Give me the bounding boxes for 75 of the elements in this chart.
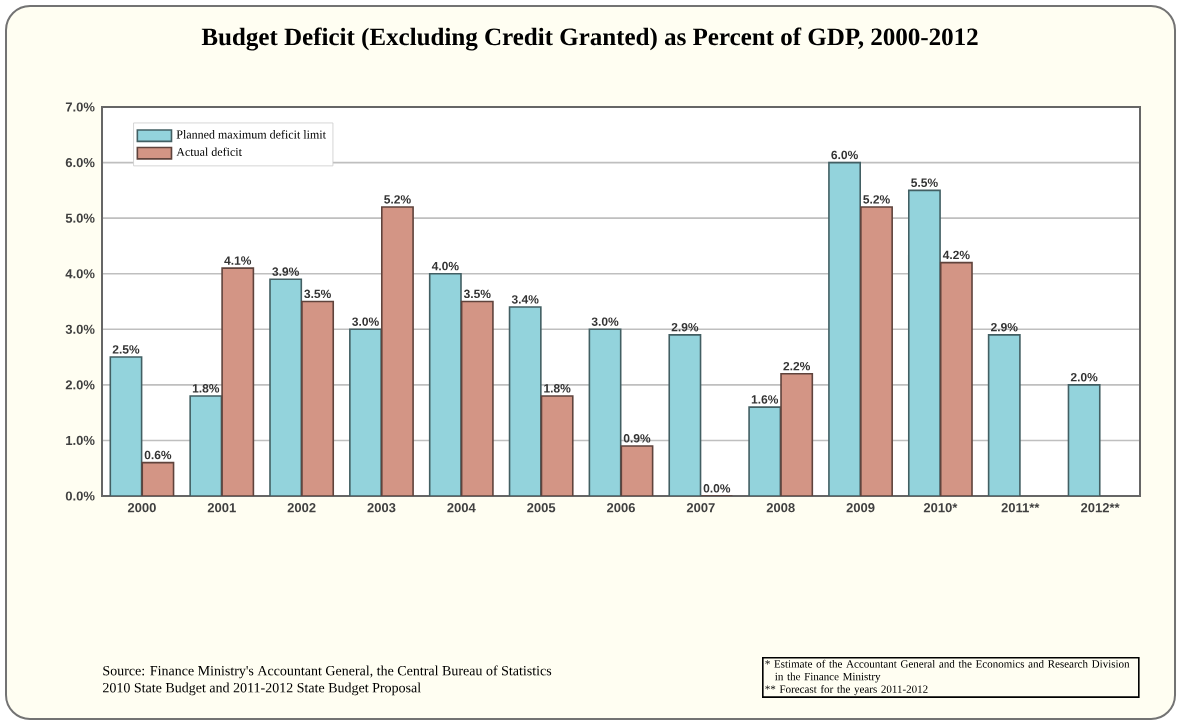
data-label: 1.6% — [751, 395, 779, 404]
x-tick-label: 2009 — [846, 503, 875, 513]
data-label: 6.0% — [831, 150, 858, 160]
legend-label: Planned maximum deficit limit — [176, 129, 326, 139]
bar — [780, 372, 814, 496]
x-tick-label: 2002 — [287, 503, 316, 513]
data-label: 4.1% — [224, 256, 252, 265]
y-tick-label: 2.0% — [65, 380, 95, 390]
x-tick-label: 2007 — [686, 503, 715, 513]
bar — [301, 300, 335, 496]
bar — [828, 161, 862, 496]
bar — [668, 334, 702, 496]
bar — [540, 395, 574, 496]
bar — [860, 206, 893, 496]
data-label: 2.9% — [991, 322, 1018, 332]
data-label: 0.6% — [144, 450, 172, 460]
bar — [588, 328, 622, 496]
y-tick-label: 1.0% — [66, 435, 95, 446]
bar — [269, 278, 303, 496]
bar — [620, 445, 654, 496]
bar — [109, 356, 143, 496]
data-label: 1.8% — [544, 384, 571, 393]
data-label: 2.0% — [1070, 372, 1098, 382]
data-label: 2.5% — [112, 345, 140, 354]
bar — [987, 334, 1021, 496]
x-tick-label: 2003 — [367, 503, 396, 513]
bar — [939, 261, 973, 496]
bar — [508, 306, 542, 496]
data-label: 2.9% — [671, 322, 699, 332]
x-tick-label: 2010* — [923, 503, 958, 513]
x-tick-label: 2008 — [766, 503, 795, 513]
text: 2010 State Budget and 2011-2012 State Budget Proposal — [103, 682, 421, 696]
data-label: 2.2% — [783, 361, 811, 371]
bar — [748, 406, 782, 496]
data-label: 3.5% — [304, 289, 331, 299]
data-label: 5.2% — [863, 195, 890, 204]
data-label: 0.0% — [703, 484, 731, 493]
data-label: 3.0% — [591, 317, 619, 326]
data-label: 3.5% — [463, 289, 491, 299]
data-label: 5.2% — [384, 195, 411, 204]
bar — [380, 206, 414, 496]
x-tick-label: 2011** — [1001, 503, 1040, 513]
bar — [460, 300, 494, 496]
text: * Estimate of the Accountant General and the Economics and Research Division in the Finance Ministry — [765, 659, 1130, 683]
x-tick-label: 2000 — [127, 503, 156, 513]
bar — [141, 461, 175, 496]
bar — [189, 395, 223, 496]
bar — [221, 267, 255, 496]
x-tick-label: 2012** — [1081, 503, 1120, 513]
bar — [349, 328, 382, 496]
source-note: Source: Finance Ministry's Accountant General, the Central Bureau of Statistics — [103, 665, 552, 679]
y-tick-label: 6.0% — [65, 157, 95, 168]
y-tick-label: 4.0% — [65, 269, 95, 279]
data-label: 5.5% — [911, 178, 938, 187]
data-label: 4.2% — [942, 250, 970, 260]
x-tick-label: 2005 — [527, 503, 556, 513]
x-tick-label: 2006 — [606, 503, 635, 513]
data-label: 3.0% — [352, 317, 379, 326]
legend-label: Actual deficit — [176, 147, 242, 156]
data-label: 3.4% — [511, 295, 539, 304]
data-label: 0.9% — [623, 434, 651, 443]
text: ** Forecast for the years 2011-2012 — [765, 685, 928, 696]
x-tick-label: 2004 — [447, 503, 476, 513]
bar — [428, 272, 462, 496]
bar — [907, 189, 941, 496]
bar — [1067, 384, 1101, 496]
data-label: 3.9% — [272, 267, 300, 276]
chart-title: Budget Deficit (Excluding Credit Granted) as Percent of GDP, 2000-2012 — [201, 27, 978, 51]
data-label: 1.8% — [192, 384, 220, 393]
data-label: 4.0% — [431, 261, 459, 271]
y-tick-label: 0.0% — [65, 491, 95, 501]
y-tick-label: 5.0% — [65, 213, 95, 223]
x-tick-label: 2001 — [207, 503, 236, 513]
y-tick-label: 7.0% — [65, 102, 95, 112]
y-tick-label: 3.0% — [65, 324, 95, 334]
